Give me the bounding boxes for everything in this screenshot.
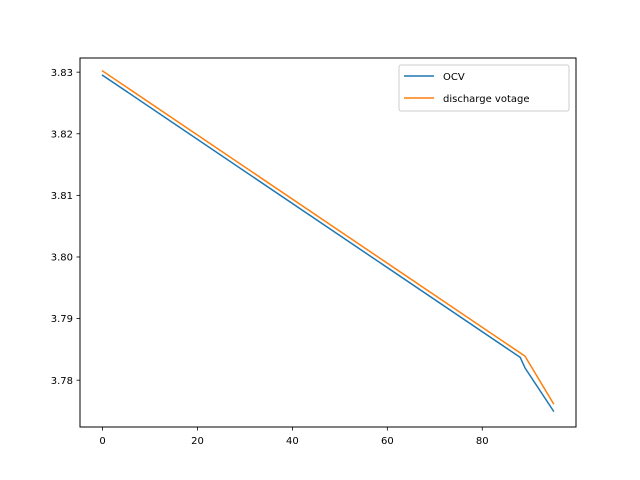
x-tick-label: 60 [381, 436, 394, 447]
legend-box [398, 64, 570, 112]
series-layer [101, 69, 555, 413]
x-tick-label: 20 [191, 436, 204, 447]
x-tick-label: 40 [286, 436, 299, 447]
y-tick-label: 3.82 [51, 129, 73, 140]
legend-label-ocv: OCV [443, 72, 465, 83]
y-tick-label: 3.78 [51, 376, 73, 387]
axes-frame [79, 57, 577, 428]
series-line-ocv [101, 74, 555, 413]
y-tick-label: 3.81 [51, 191, 73, 202]
ticks-layer: 0 20 40 60 80 3.78 3.79 3.80 3.81 3.82 3.83 [51, 68, 489, 447]
series-line-discharge-votage [101, 69, 555, 405]
legend-label-discharge-votage: discharge votage [443, 94, 530, 105]
legend: OCV discharge votage [398, 64, 570, 112]
y-tick-label: 3.79 [51, 314, 73, 325]
y-tick-label: 3.83 [51, 68, 73, 79]
x-tick-label: 0 [99, 436, 105, 447]
x-tick-label: 80 [476, 436, 489, 447]
y-tick-label: 3.80 [51, 253, 73, 264]
